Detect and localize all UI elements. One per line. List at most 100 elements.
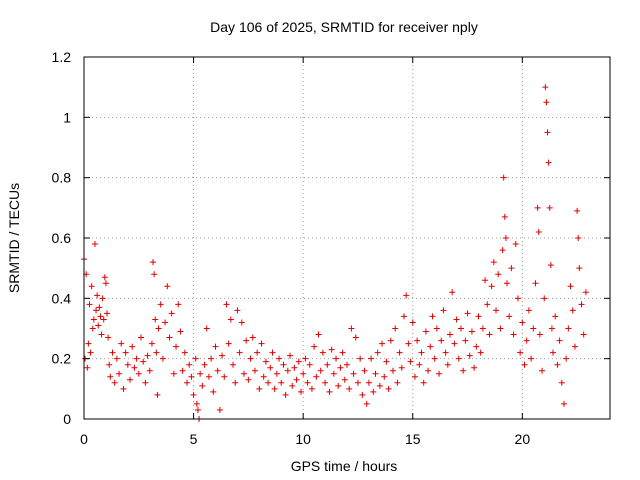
data-point-marker bbox=[425, 367, 432, 374]
data-point-marker bbox=[493, 307, 500, 314]
data-point-marker bbox=[109, 349, 116, 356]
data-point-marker bbox=[159, 355, 166, 362]
data-point-marker bbox=[457, 325, 464, 332]
data-point-marker bbox=[495, 271, 502, 278]
data-point-marker bbox=[175, 301, 182, 308]
y-tick-label: 0.8 bbox=[52, 170, 72, 186]
data-point-marker bbox=[558, 379, 565, 386]
data-point-marker bbox=[479, 325, 486, 332]
data-point-marker bbox=[503, 280, 510, 287]
data-point-marker bbox=[337, 364, 344, 371]
data-point-marker bbox=[118, 340, 125, 347]
data-point-marker bbox=[188, 373, 195, 380]
data-point-marker bbox=[544, 129, 551, 136]
data-point-marker bbox=[302, 355, 309, 362]
data-point-marker bbox=[234, 307, 241, 314]
data-point-marker bbox=[90, 316, 97, 323]
data-point-marker bbox=[475, 313, 482, 320]
data-point-marker bbox=[462, 337, 469, 344]
data-point-marker bbox=[436, 370, 443, 377]
y-tick-label: 0 bbox=[63, 411, 71, 427]
data-point-marker bbox=[427, 343, 434, 350]
data-point-marker bbox=[122, 349, 129, 356]
data-point-marker bbox=[319, 349, 326, 356]
data-point-marker bbox=[254, 349, 261, 356]
data-point-marker bbox=[521, 361, 528, 368]
data-point-marker bbox=[113, 355, 120, 362]
data-point-marker bbox=[333, 355, 340, 362]
data-point-marker bbox=[396, 349, 403, 356]
data-point-marker bbox=[528, 355, 535, 362]
data-point-marker bbox=[578, 301, 585, 308]
data-point-marker bbox=[535, 228, 542, 235]
data-point-marker bbox=[179, 367, 186, 374]
data-point-marker bbox=[193, 400, 200, 407]
data-point-marker bbox=[199, 382, 206, 389]
data-point-marker bbox=[173, 343, 180, 350]
data-point-marker bbox=[409, 319, 416, 326]
data-point-marker bbox=[124, 361, 131, 368]
data-point-marker bbox=[576, 265, 583, 272]
data-point-marker bbox=[144, 352, 151, 359]
data-point-marker bbox=[541, 295, 548, 302]
data-point-marker bbox=[291, 364, 298, 371]
data-point-marker bbox=[352, 334, 359, 341]
data-point-marker bbox=[247, 355, 254, 362]
data-point-marker bbox=[232, 379, 239, 386]
tick-marks bbox=[83, 56, 610, 420]
data-point-marker bbox=[374, 349, 381, 356]
data-point-marker bbox=[490, 259, 497, 266]
data-point-marker bbox=[322, 379, 329, 386]
data-point-marker bbox=[403, 292, 410, 299]
data-point-marker bbox=[133, 355, 140, 362]
data-point-marker bbox=[155, 325, 162, 332]
data-point-marker bbox=[508, 265, 515, 272]
data-point-marker bbox=[304, 379, 311, 386]
data-point-marker bbox=[534, 204, 541, 211]
data-point-marker bbox=[547, 262, 554, 269]
y-tick-label: 0.6 bbox=[52, 230, 72, 246]
data-point-marker bbox=[466, 352, 473, 359]
data-point-marker bbox=[438, 337, 445, 344]
data-point-marker bbox=[256, 385, 263, 392]
data-point-marker bbox=[453, 316, 460, 323]
data-point-marker bbox=[120, 385, 127, 392]
data-point-marker bbox=[440, 307, 447, 314]
data-point-marker bbox=[536, 331, 543, 338]
data-point-marker bbox=[295, 358, 302, 365]
data-point-marker bbox=[245, 376, 252, 383]
data-point-marker bbox=[514, 295, 521, 302]
data-point-marker bbox=[84, 364, 91, 371]
data-point-marker bbox=[106, 361, 113, 368]
data-point-marker bbox=[278, 379, 285, 386]
data-point-marker bbox=[354, 379, 361, 386]
data-point-marker bbox=[473, 343, 480, 350]
data-point-marker bbox=[431, 355, 438, 362]
data-point-marker bbox=[227, 316, 234, 323]
data-point-marker bbox=[548, 325, 555, 332]
chart-title: Day 106 of 2025, SRMTID for receiver npl… bbox=[210, 19, 478, 35]
data-point-marker bbox=[225, 340, 232, 347]
data-point-marker bbox=[405, 340, 412, 347]
data-point-marker bbox=[542, 84, 549, 91]
data-point-marker bbox=[477, 349, 484, 356]
data-point-marker bbox=[510, 331, 517, 338]
data-point-marker bbox=[249, 334, 256, 341]
data-point-marker bbox=[150, 259, 157, 266]
data-point-marker bbox=[184, 379, 191, 386]
data-point-marker bbox=[153, 349, 160, 356]
data-point-marker bbox=[482, 277, 489, 284]
y-tick-label: 0.2 bbox=[52, 351, 72, 367]
data-point-marker bbox=[392, 325, 399, 332]
data-point-marker bbox=[574, 207, 581, 214]
data-point-marker bbox=[216, 406, 223, 413]
data-point-marker bbox=[539, 367, 546, 374]
data-point-marker bbox=[560, 400, 567, 407]
data-point-marker bbox=[262, 358, 269, 365]
data-point-marker bbox=[258, 340, 265, 347]
x-axis-tick-labels: 0 5 10 15 20 bbox=[80, 431, 530, 447]
data-point-marker bbox=[468, 328, 475, 335]
data-point-marker bbox=[116, 370, 123, 377]
data-point-marker bbox=[287, 352, 294, 359]
data-point-marker bbox=[88, 283, 95, 290]
